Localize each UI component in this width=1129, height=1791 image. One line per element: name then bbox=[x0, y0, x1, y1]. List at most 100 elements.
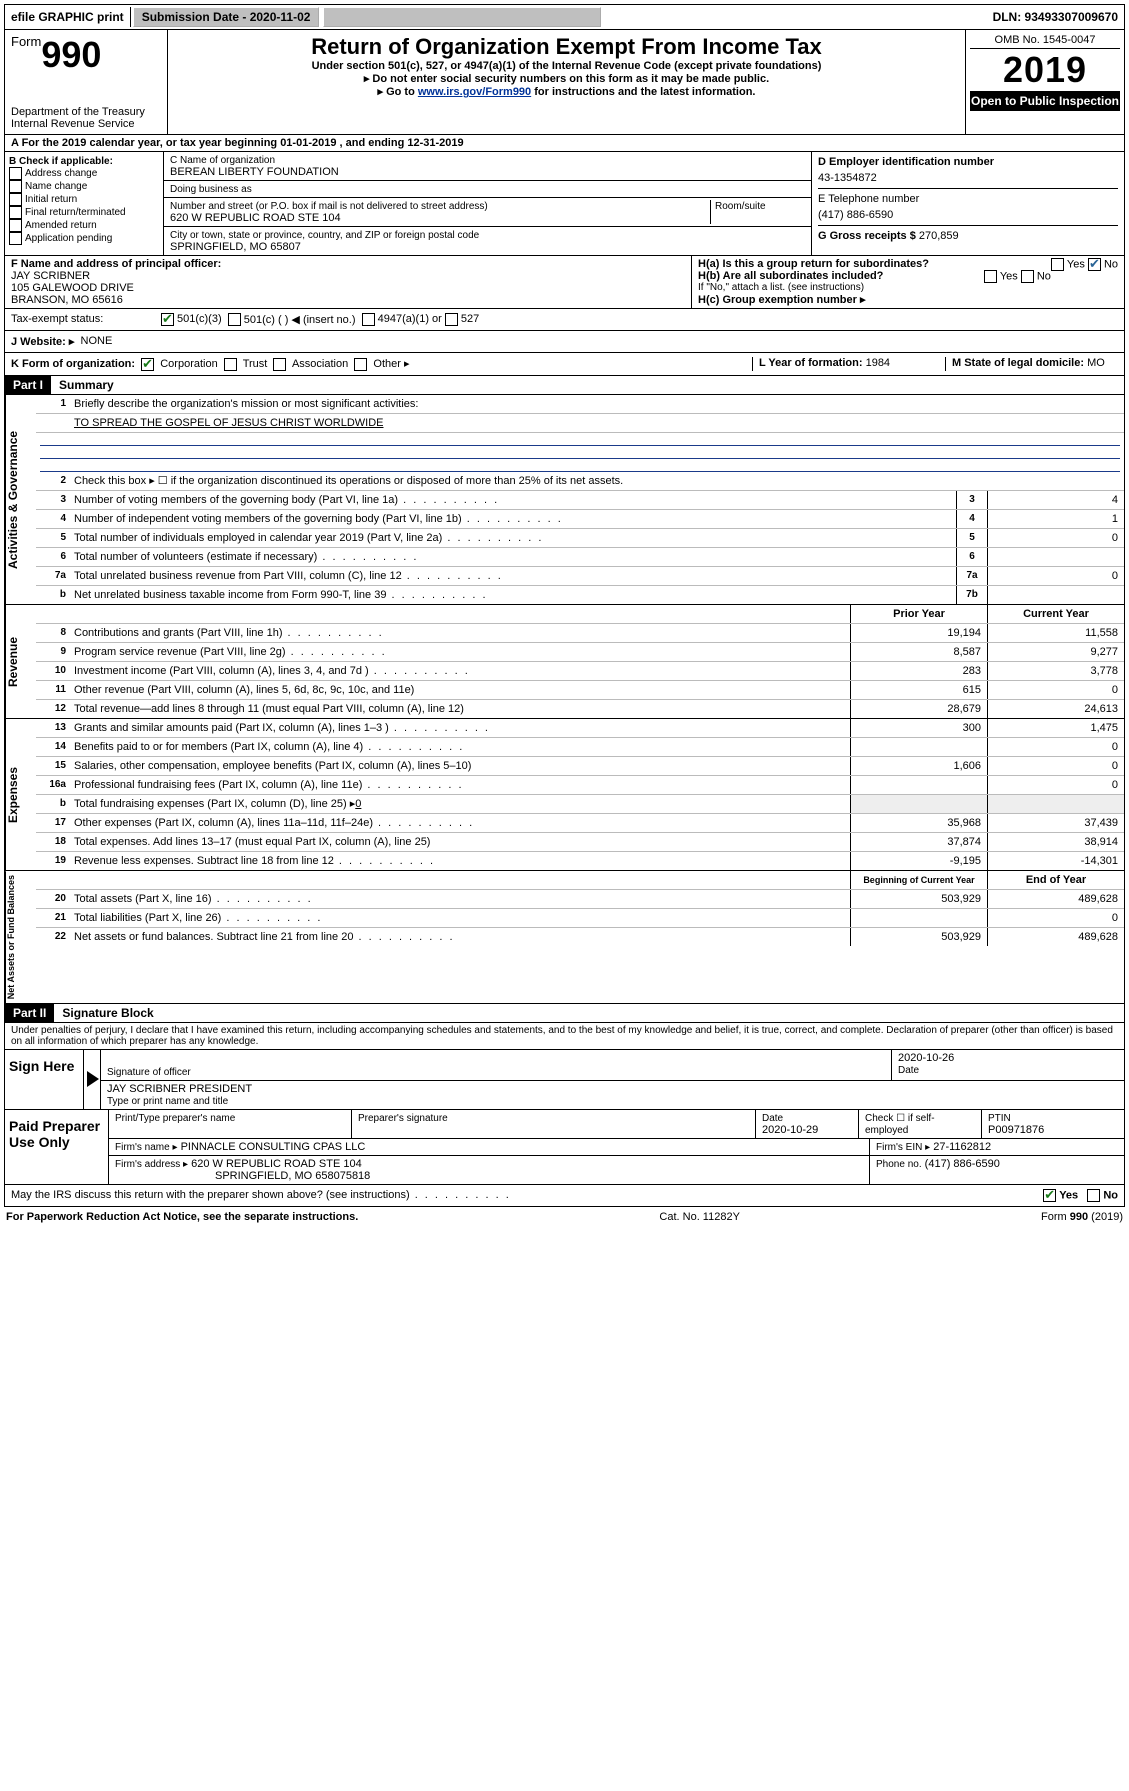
no-label: No bbox=[1104, 258, 1118, 270]
form-word: Form bbox=[11, 34, 41, 49]
l14-prior bbox=[850, 738, 987, 756]
sig-name-cell: JAY SCRIBNER PRESIDENT Type or print nam… bbox=[101, 1081, 1124, 1109]
cb-trust[interactable] bbox=[224, 358, 237, 371]
corp-label: Corporation bbox=[160, 358, 217, 370]
phone-value: (417) 886-6590 bbox=[818, 205, 1118, 225]
vlabel-revenue: Revenue bbox=[5, 605, 36, 718]
blank-line-2 bbox=[40, 446, 1120, 459]
ein-label: Firm's EIN ▸ bbox=[876, 1142, 930, 1153]
cb-discuss-yes[interactable] bbox=[1043, 1189, 1056, 1202]
part1-header: Part I Summary bbox=[4, 376, 1125, 395]
blank-button[interactable] bbox=[323, 7, 601, 27]
prep-date-cell: Date2020-10-29 bbox=[756, 1110, 859, 1138]
g-label: G Gross receipts $ bbox=[818, 230, 916, 242]
cb-ha-yes[interactable] bbox=[1051, 258, 1064, 271]
b-item-5: Application pending bbox=[25, 233, 112, 244]
l15-desc: Salaries, other compensation, employee b… bbox=[70, 758, 850, 774]
cb-initial-return[interactable] bbox=[9, 193, 22, 206]
ptin-cell: PTINP00971876 bbox=[982, 1110, 1124, 1138]
part2-header: Part II Signature Block bbox=[4, 1004, 1125, 1023]
cb-4947[interactable] bbox=[362, 313, 375, 326]
cb-corp[interactable] bbox=[141, 358, 154, 371]
firm-addr-cell: Firm's address ▸ 620 W REPUBLIC ROAD STE… bbox=[109, 1156, 870, 1184]
l2-desc: Check this box ▸ ☐ if the organization d… bbox=[70, 472, 1124, 489]
box-deg: D Employer identification number 43-1354… bbox=[811, 152, 1124, 255]
part1-bar: Part I bbox=[5, 376, 51, 394]
l7b-desc: Net unrelated business taxable income fr… bbox=[70, 587, 956, 603]
l10-prior: 283 bbox=[850, 662, 987, 680]
m-label: M State of legal domicile: bbox=[952, 357, 1084, 369]
cb-527[interactable] bbox=[445, 313, 458, 326]
open-public: Open to Public Inspection bbox=[970, 91, 1120, 111]
cb-app-pending[interactable] bbox=[9, 232, 22, 245]
l18-curr: 38,914 bbox=[987, 833, 1124, 851]
sig-date-cell: 2020-10-26 Date bbox=[892, 1050, 1124, 1080]
cb-501c[interactable] bbox=[228, 313, 241, 326]
fh-block: F Name and address of principal officer:… bbox=[4, 256, 1125, 309]
l15-curr: 0 bbox=[987, 757, 1124, 775]
header-right: OMB No. 1545-0047 2019 Open to Public In… bbox=[965, 30, 1124, 134]
part2-title: Signature Block bbox=[54, 1004, 161, 1022]
c-dba-row: Doing business as bbox=[164, 181, 811, 198]
cb-hb-no[interactable] bbox=[1021, 270, 1034, 283]
cb-ha-no[interactable] bbox=[1088, 258, 1101, 271]
hb-note: If "No," attach a list. (see instruction… bbox=[698, 282, 1118, 293]
firm-name: PINNACLE CONSULTING CPAS LLC bbox=[181, 1141, 366, 1153]
ptin-value: P00971876 bbox=[988, 1124, 1044, 1136]
submission-date-button[interactable]: Submission Date - 2020-11-02 bbox=[133, 7, 320, 27]
city-label: City or town, state or province, country… bbox=[170, 230, 479, 241]
l6-val bbox=[987, 548, 1124, 566]
l9-curr: 9,277 bbox=[987, 643, 1124, 661]
l16b-text: Total fundraising expenses (Part IX, col… bbox=[74, 798, 355, 810]
cb-other[interactable] bbox=[354, 358, 367, 371]
cb-discuss-no[interactable] bbox=[1087, 1189, 1100, 1202]
firm-name-cell: Firm's name ▸ PINNACLE CONSULTING CPAS L… bbox=[109, 1139, 870, 1155]
sig-officer-cell: Signature of officer bbox=[101, 1050, 892, 1080]
prior-year-hdr: Prior Year bbox=[850, 605, 987, 623]
form990-link[interactable]: www.irs.gov/Form990 bbox=[418, 86, 531, 98]
sign-section: Sign Here Signature of officer 2020-10-2… bbox=[4, 1050, 1125, 1110]
box-c: C Name of organization BEREAN LIBERTY FO… bbox=[164, 152, 811, 255]
527-label: 527 bbox=[461, 313, 479, 326]
vlabel-netassets: Net Assets or Fund Balances bbox=[5, 871, 36, 1003]
subtitle-3: ▸ Go to www.irs.gov/Form990 for instruct… bbox=[172, 85, 961, 98]
cb-name-change[interactable] bbox=[9, 180, 22, 193]
header-center: Return of Organization Exempt From Incom… bbox=[168, 30, 965, 134]
l18-prior: 37,874 bbox=[850, 833, 987, 851]
form-number: 990 bbox=[41, 34, 101, 75]
l9-prior: 8,587 bbox=[850, 643, 987, 661]
cb-address-change[interactable] bbox=[9, 167, 22, 180]
self-emp-label: Check ☐ if self-employed bbox=[865, 1113, 935, 1136]
subtitle-2: ▸ Do not enter social security numbers o… bbox=[172, 72, 961, 85]
firm-phone-cell: Phone no. (417) 886-6590 bbox=[870, 1156, 1124, 1184]
cb-assoc[interactable] bbox=[273, 358, 286, 371]
l1-desc: Briefly describe the organization's miss… bbox=[70, 396, 1124, 412]
revenue-section: Revenue Prior YearCurrent Year 8Contribu… bbox=[4, 605, 1125, 719]
paid-preparer-label: Paid Preparer Use Only bbox=[5, 1110, 109, 1184]
l22-beg: 503,929 bbox=[850, 928, 987, 946]
prep-date: 2020-10-29 bbox=[762, 1124, 818, 1136]
footer-mid: Cat. No. 11282Y bbox=[659, 1211, 740, 1223]
cb-hb-yes[interactable] bbox=[984, 270, 997, 283]
l17-prior: 35,968 bbox=[850, 814, 987, 832]
vlabel-expenses: Expenses bbox=[5, 719, 36, 870]
l15-prior: 1,606 bbox=[850, 757, 987, 775]
l5-val: 0 bbox=[987, 529, 1124, 547]
prep-sig-label: Preparer's signature bbox=[358, 1113, 448, 1124]
header-left: Form990 Department of the Treasury Inter… bbox=[5, 30, 168, 134]
l16b-prior bbox=[850, 795, 987, 813]
discuss-yes: Yes bbox=[1059, 1189, 1078, 1201]
blank-line-3 bbox=[40, 459, 1120, 472]
f-label: F Name and address of principal officer: bbox=[11, 258, 221, 270]
cb-final-return[interactable] bbox=[9, 206, 22, 219]
org-city: SPRINGFIELD, MO 65807 bbox=[170, 241, 301, 253]
room-label: Room/suite bbox=[715, 201, 766, 212]
cb-501c3[interactable] bbox=[161, 313, 174, 326]
c-addr-row: Number and street (or P.O. box if mail i… bbox=[164, 198, 811, 227]
l14-curr: 0 bbox=[987, 738, 1124, 756]
dln-label: DLN: 93493307009670 bbox=[987, 7, 1124, 27]
k-label: K Form of organization: bbox=[11, 358, 135, 370]
l18-desc: Total expenses. Add lines 13–17 (must eq… bbox=[70, 834, 850, 850]
b-item-1: Name change bbox=[25, 181, 87, 192]
cb-amended[interactable] bbox=[9, 219, 22, 232]
